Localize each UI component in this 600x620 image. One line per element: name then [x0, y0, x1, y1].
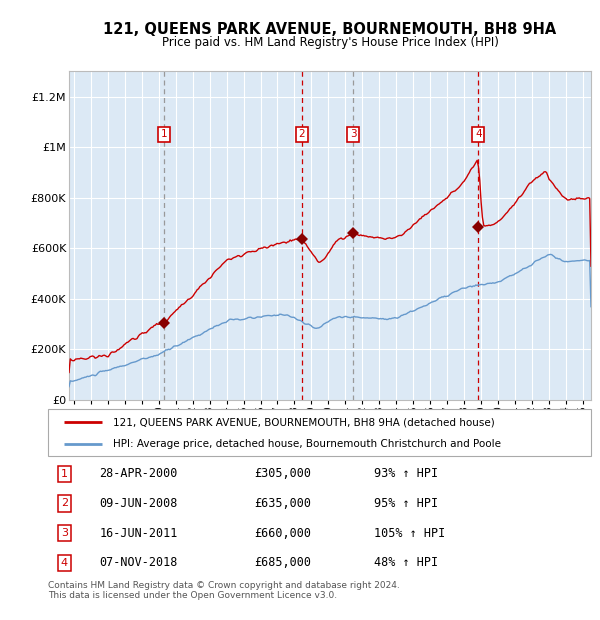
Text: 121, QUEENS PARK AVENUE, BOURNEMOUTH, BH8 9HA: 121, QUEENS PARK AVENUE, BOURNEMOUTH, BH… [103, 22, 557, 37]
Text: 28-APR-2000: 28-APR-2000 [100, 467, 178, 480]
Text: HPI: Average price, detached house, Bournemouth Christchurch and Poole: HPI: Average price, detached house, Bour… [113, 439, 501, 449]
Text: 4: 4 [61, 558, 68, 568]
Text: £635,000: £635,000 [254, 497, 311, 510]
Text: 3: 3 [61, 528, 68, 538]
Text: 2: 2 [299, 130, 305, 140]
Text: 07-NOV-2018: 07-NOV-2018 [100, 557, 178, 569]
Text: 3: 3 [350, 130, 356, 140]
Text: 1: 1 [61, 469, 68, 479]
Text: 4: 4 [475, 130, 482, 140]
Text: 09-JUN-2008: 09-JUN-2008 [100, 497, 178, 510]
Text: 2: 2 [61, 498, 68, 508]
Text: Price paid vs. HM Land Registry's House Price Index (HPI): Price paid vs. HM Land Registry's House … [161, 36, 499, 49]
Text: £305,000: £305,000 [254, 467, 311, 480]
Text: 93% ↑ HPI: 93% ↑ HPI [374, 467, 438, 480]
Text: 1: 1 [161, 130, 167, 140]
Text: £660,000: £660,000 [254, 527, 311, 539]
Text: 16-JUN-2011: 16-JUN-2011 [100, 527, 178, 539]
FancyBboxPatch shape [48, 409, 591, 456]
Text: 95% ↑ HPI: 95% ↑ HPI [374, 497, 438, 510]
Text: £685,000: £685,000 [254, 557, 311, 569]
Text: 105% ↑ HPI: 105% ↑ HPI [374, 527, 445, 539]
Text: Contains HM Land Registry data © Crown copyright and database right 2024.
This d: Contains HM Land Registry data © Crown c… [48, 581, 400, 600]
Text: 121, QUEENS PARK AVENUE, BOURNEMOUTH, BH8 9HA (detached house): 121, QUEENS PARK AVENUE, BOURNEMOUTH, BH… [113, 417, 495, 427]
Text: 48% ↑ HPI: 48% ↑ HPI [374, 557, 438, 569]
